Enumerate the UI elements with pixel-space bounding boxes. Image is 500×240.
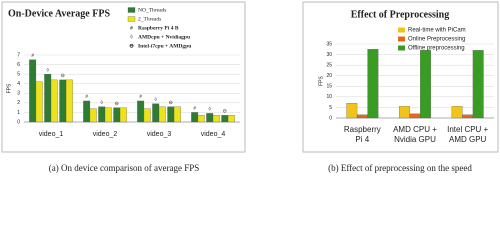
y-tick-label: 15: [326, 84, 332, 90]
y-axis-label: FPS: [6, 83, 12, 93]
bar: [119, 107, 127, 123]
x-tick-label: Nvidia GPU: [394, 135, 436, 144]
y-tick-label: 5: [329, 105, 332, 111]
x-tick-label: AMD CPU +: [393, 125, 437, 134]
bar-marker: ⊖: [115, 101, 119, 107]
x-tick-label: video_1: [39, 131, 64, 138]
bar-marker: #: [193, 107, 196, 112]
bar: [206, 113, 214, 123]
y-tick-label: 1: [17, 110, 20, 116]
legend-swatch: [127, 16, 136, 22]
bar-marker: #: [85, 95, 88, 100]
y-tick-label: 3: [17, 91, 20, 97]
y-tick-label: 20: [326, 73, 332, 79]
bar: [191, 112, 199, 123]
legend-label: AMDcpu + Nvidiagpu: [138, 34, 190, 40]
bar-marker: #: [139, 95, 142, 100]
bar: [44, 73, 52, 123]
bar: [173, 106, 181, 123]
figure: On-Device Average FPS (a) On device compa…: [1, 1, 499, 173]
legend-marker: ⊖: [129, 43, 134, 49]
legend-label: Online Preprocessing: [408, 37, 465, 43]
bar: [89, 108, 97, 123]
legend-marker: ◊: [130, 34, 133, 40]
bar: [29, 59, 37, 123]
panel-frame: [1, 1, 246, 153]
bar: [227, 115, 235, 123]
legend-swatch: [127, 7, 136, 13]
legend-label: NO_Threads: [138, 7, 166, 13]
bar: [346, 103, 358, 119]
bar: [472, 50, 484, 119]
bar: [409, 113, 421, 119]
bar-marker: ◊: [100, 100, 103, 106]
bar-marker: ◊: [154, 97, 157, 103]
bar: [221, 115, 229, 123]
bar: [59, 79, 67, 123]
y-tick-label: 25: [326, 62, 332, 68]
y-tick-label: 0: [17, 119, 20, 125]
y-axis-label: FPS: [318, 75, 324, 85]
bar: [399, 106, 410, 119]
legend-label: Real-time with PiCam: [408, 28, 466, 34]
x-tick-label: Pi 4: [355, 135, 369, 144]
bar: [462, 114, 474, 119]
x-tick-label: Intel CPU +: [447, 125, 488, 134]
legend-label: 2_Threads: [138, 16, 161, 22]
y-tick-label: 6: [17, 62, 20, 68]
bar: [65, 79, 73, 123]
legend-label: Intel-i7cpu + AMDgpu: [138, 43, 191, 49]
y-tick-label: 5: [17, 71, 20, 77]
bar: [104, 107, 112, 123]
legend-label: Raspberry Pi 4 B: [138, 25, 179, 31]
x-tick-label: Raspberry: [344, 125, 381, 134]
bar: [197, 115, 205, 123]
x-tick-label: video_4: [201, 131, 226, 138]
bar: [356, 114, 368, 119]
caption: (a) On device comparison of average FPS: [49, 163, 199, 173]
legend-swatch: [398, 36, 405, 42]
bar: [143, 108, 151, 123]
y-tick-label: 30: [326, 52, 332, 58]
y-tick-label: 0: [329, 115, 332, 121]
bar-marker: ◊: [208, 107, 211, 113]
caption: (b) Effect of preprocessing on the speed: [328, 163, 472, 173]
chart-title: Effect of Preprocessing: [351, 9, 450, 20]
bar: [367, 49, 379, 119]
bar-marker: ⊖: [169, 100, 173, 106]
bar-marker: ⊖: [223, 108, 227, 114]
y-tick-label: 35: [326, 41, 332, 47]
y-tick-label: 7: [17, 52, 20, 58]
x-tick-label: AMD GPU: [449, 135, 487, 144]
x-tick-label: video_3: [147, 131, 172, 138]
bar: [35, 81, 43, 123]
x-tick-label: video_2: [93, 131, 118, 138]
legend-swatch: [398, 45, 405, 51]
bar: [212, 115, 220, 123]
bar: [137, 100, 145, 123]
bar-marker: ⊖: [61, 73, 65, 79]
bar-marker: #: [31, 54, 34, 59]
bar: [451, 106, 463, 119]
y-tick-label: 4: [17, 81, 20, 87]
y-tick-label: 10: [326, 94, 332, 100]
bar: [113, 107, 121, 123]
y-tick-label: 2: [17, 100, 20, 106]
legend-marker: #: [130, 25, 133, 31]
bar: [98, 106, 106, 123]
chart-title: On-Device Average FPS: [8, 8, 110, 19]
bar: [158, 106, 166, 123]
legend-label: Offline preprocessing: [408, 46, 465, 52]
legend-swatch: [398, 27, 405, 33]
bar-marker: ◊: [46, 67, 49, 73]
bar: [152, 103, 160, 123]
bar: [420, 50, 431, 119]
panel-frame: [302, 1, 499, 153]
bar: [167, 106, 175, 123]
bar: [50, 79, 58, 123]
bar: [83, 100, 91, 123]
